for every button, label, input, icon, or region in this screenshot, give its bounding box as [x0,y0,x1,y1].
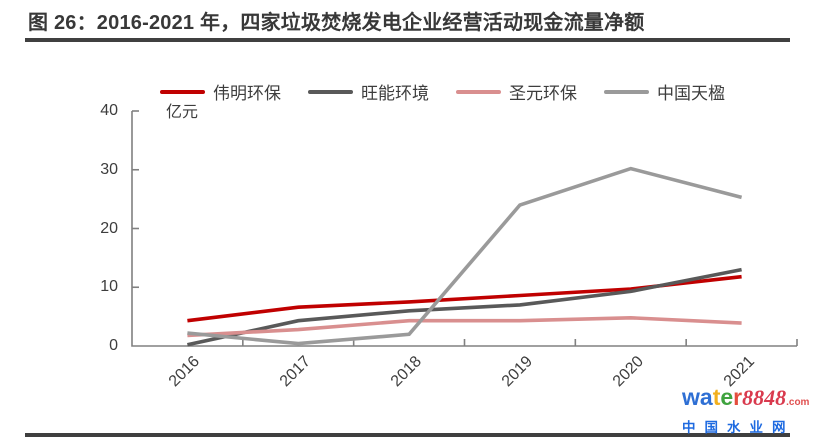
legend-item-2: 圣元环保 [456,79,577,104]
watermark-letter: r [733,384,743,410]
y-axis-tick-label: 0 [109,337,118,354]
title-underline [25,38,790,42]
watermark-logo-tld: .com [786,397,810,408]
bottom-divider-bar [25,433,790,437]
y-axis-tick-label: 40 [100,102,118,119]
figure-title: 图 26：2016-2021 年，四家垃圾焚烧发电企业经营活动现金流量净额 [28,12,645,34]
legend-line-swatch [604,89,649,94]
legend-label: 旺能环境 [361,84,429,103]
axis-lines [131,111,797,347]
watermark-site-name: 中国水业网 [682,420,795,435]
y-axis-tick-label: 10 [100,278,118,296]
watermark-letter: a [699,384,713,410]
watermark-letter: w [682,384,700,410]
chart-legend: 伟明环保 旺能环境 圣元环保 中国天楹 [160,79,725,104]
legend-label: 中国天楹 [657,84,725,103]
watermark-logo-letters: water [682,384,742,410]
legend-line-swatch [308,89,353,94]
legend-item-0: 伟明环保 [160,79,281,104]
series-line-0 [187,274,742,323]
legend-line-swatch [456,89,501,94]
series-line-2 [187,315,742,338]
watermark-letter: t [712,384,721,410]
legend-label: 圣元环保 [509,84,577,103]
y-axis-tick-label: 30 [100,160,118,178]
watermark-logo: water8848.com [682,385,812,415]
watermark: water8848.com 中国水业网 [682,385,812,436]
legend-item-3: 中国天楹 [604,79,725,104]
y-axis-unit-label: 亿元 [166,104,199,121]
series-line-3 [187,166,743,346]
legend-item-1: 旺能环境 [308,79,429,104]
y-axis-tick-label: 20 [100,219,118,237]
series-line-1 [187,267,742,347]
watermark-letter: e [720,384,734,410]
watermark-logo-numbers: 8848 [742,385,787,410]
legend-line-swatch [160,89,205,94]
legend-label: 伟明环保 [213,84,281,103]
